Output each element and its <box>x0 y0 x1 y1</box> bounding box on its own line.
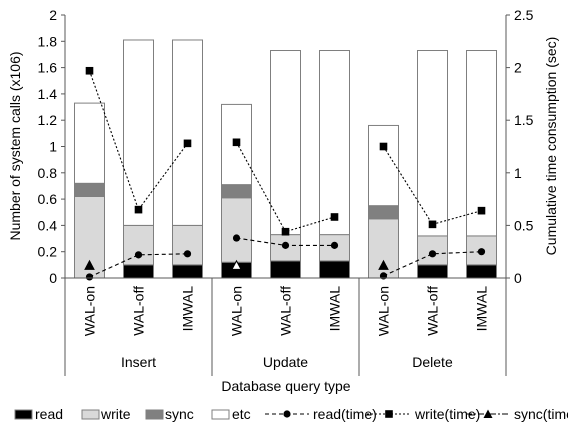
x-tick-label: WAL-on <box>376 286 392 336</box>
y-tick-left-label: 1.8 <box>38 33 58 49</box>
legend-label: read <box>35 406 63 422</box>
legend-label: sync(time) <box>514 406 568 422</box>
bar-etc-6 <box>368 124 399 207</box>
x-axis-label: Database query type <box>221 378 350 394</box>
marker-readtime-5 <box>330 241 339 249</box>
y-tick-left-label: 0.6 <box>38 191 58 207</box>
y-axis-label-right: Cumulative time consumption (sec) <box>543 37 559 256</box>
legend-label: write(time) <box>414 406 480 422</box>
x-tick-label: WAL-off <box>278 286 294 336</box>
x-tick-label: WAL-on <box>229 286 245 336</box>
bar-etc-2 <box>172 39 203 226</box>
group-label: Delete <box>412 354 453 370</box>
legend-label: read(time) <box>313 406 377 422</box>
legend-swatch <box>14 409 33 420</box>
marker-synctime-0 <box>84 259 95 270</box>
marker-writetime-5 <box>330 213 339 221</box>
line-writetime-segment <box>383 146 482 225</box>
group-label: Insert <box>121 354 156 370</box>
bar-etc-4 <box>270 50 301 236</box>
y-tick-left-label: 0.4 <box>38 217 58 233</box>
legend-label: write <box>100 406 131 422</box>
marker-readtime-0 <box>85 273 94 281</box>
bar-sync-0 <box>74 182 105 197</box>
bar-read-8 <box>466 264 497 279</box>
bar-write-2 <box>172 224 203 266</box>
line-readtime-segment <box>383 251 482 277</box>
y-axis-label-left: Number of system calls (x106) <box>7 51 23 240</box>
bar-read-1 <box>123 264 154 279</box>
x-tick-label: WAL-off <box>131 286 147 336</box>
y-tick-right-label: 0 <box>514 270 522 286</box>
bar-read-4 <box>270 260 301 279</box>
marker-synctime-6 <box>378 259 389 270</box>
x-tick-label: IMWAL <box>474 286 490 332</box>
y-tick-left-label: 0.8 <box>38 165 58 181</box>
legend-swatch <box>211 409 230 420</box>
y-tick-right-label: 2.5 <box>514 7 534 23</box>
marker-readtime-2 <box>183 250 192 258</box>
bar-etc-1 <box>123 39 154 226</box>
bar-read-7 <box>417 264 448 279</box>
x-tick-label: WAL-off <box>425 286 441 336</box>
marker-writetime-6 <box>379 142 388 151</box>
bar-etc-5 <box>319 50 350 236</box>
group-label: Update <box>263 354 308 370</box>
marker-writetime-0 <box>85 66 94 75</box>
legend-label: etc <box>232 406 251 422</box>
bar-sync-6 <box>368 205 399 220</box>
bar-etc-0 <box>74 102 105 184</box>
x-tick-label: IMWAL <box>327 286 343 332</box>
marker-writetime-1 <box>134 205 143 214</box>
bar-read-2 <box>172 264 203 279</box>
y-tick-left-label: 0 <box>49 270 57 286</box>
y-tick-right-label: 2 <box>514 60 522 76</box>
bar-write-1 <box>123 224 154 266</box>
legend-marker <box>483 409 493 418</box>
y-tick-left-label: 1.4 <box>38 86 58 102</box>
marker-readtime-3 <box>232 234 241 242</box>
x-tick-label: WAL-on <box>82 286 98 336</box>
legend-swatch <box>81 409 100 420</box>
y-tick-right-label: 1.5 <box>514 112 534 128</box>
marker-writetime-7 <box>428 220 437 229</box>
marker-synctime-3 <box>231 259 242 270</box>
bar-etc-8 <box>466 50 497 237</box>
line-writetime-segment <box>88 70 188 211</box>
marker-readtime-4 <box>281 241 290 249</box>
marker-readtime-8 <box>477 248 486 256</box>
x-tick-label: IMWAL <box>180 286 196 332</box>
marker-readtime-7 <box>428 250 437 258</box>
legend-label: sync <box>165 406 194 422</box>
marker-writetime-8 <box>477 206 486 215</box>
legend-marker <box>385 410 393 418</box>
line-readtime-segment <box>89 253 188 278</box>
marker-writetime-4 <box>281 227 290 236</box>
bar-read-5 <box>319 260 350 279</box>
y-tick-left-label: 2 <box>49 7 57 23</box>
bar-sync-3 <box>221 184 252 199</box>
y-tick-right-label: 1 <box>514 165 522 181</box>
marker-writetime-2 <box>183 139 192 148</box>
bar-etc-7 <box>417 50 448 237</box>
marker-readtime-1 <box>134 251 143 259</box>
y-tick-left-label: 1.2 <box>38 112 58 128</box>
y-tick-left-label: 0.2 <box>38 244 58 260</box>
legend-swatch <box>145 409 164 420</box>
y-tick-left-label: 1.6 <box>38 60 58 76</box>
bar-write-3 <box>221 197 252 263</box>
marker-writetime-3 <box>232 138 241 147</box>
legend-marker <box>283 410 291 418</box>
y-tick-left-label: 1 <box>49 139 57 155</box>
y-tick-right-label: 0.5 <box>514 217 534 233</box>
